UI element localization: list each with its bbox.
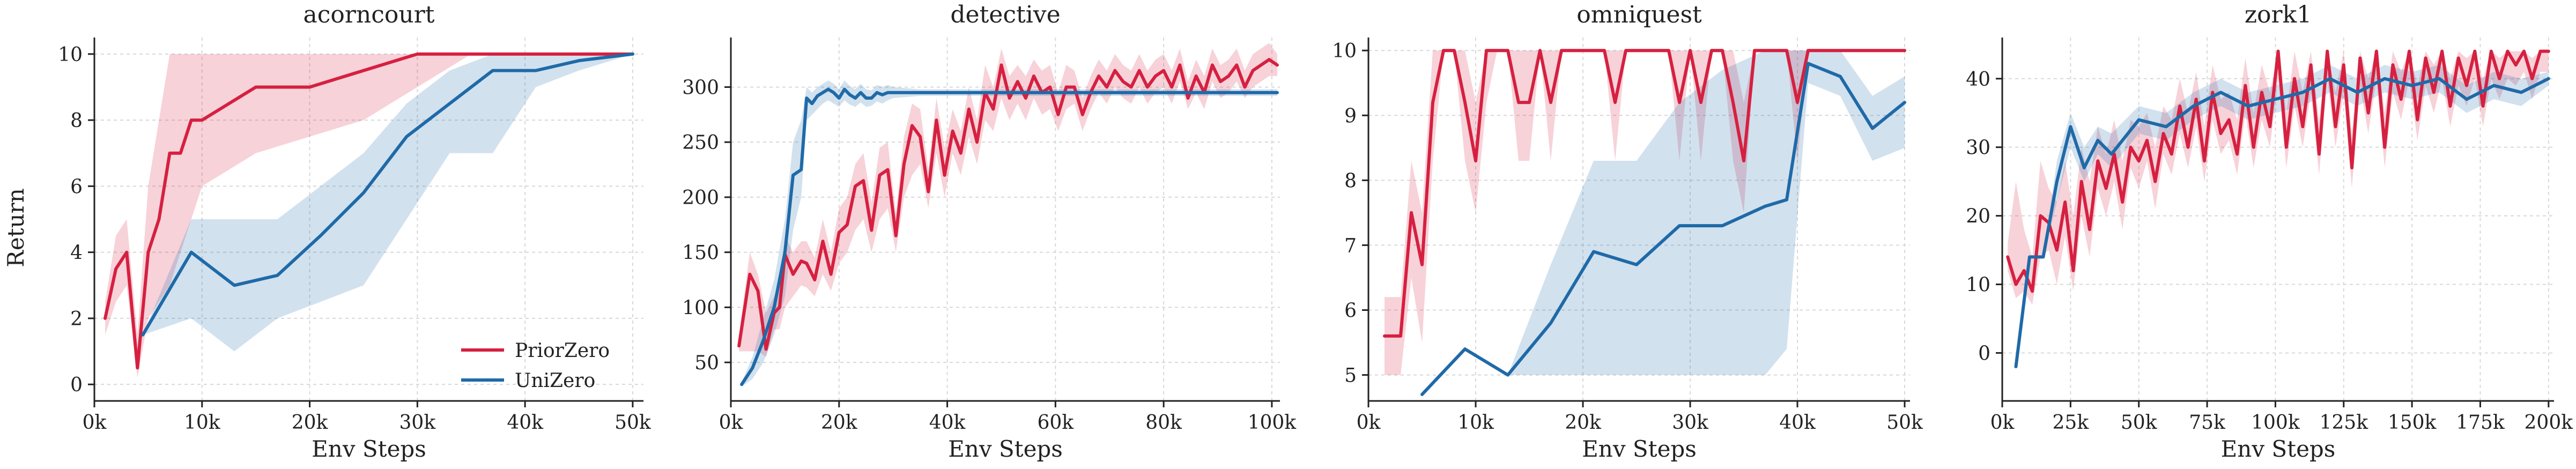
x-tick-label: 50k: [615, 412, 652, 434]
legend: PriorZero UniZero: [461, 340, 610, 392]
x-tick-label: 0k: [1357, 412, 1381, 434]
chart-panel-omniquest: 0k 10k 20k 30k 40k 50k 5 6 7 8 9 10 omniquest Env Ste…: [1332, 1, 1923, 462]
y-tick-label: 30: [1966, 137, 1990, 159]
chart-title: acorncourt: [304, 1, 435, 28]
band-PriorZero: [105, 54, 633, 378]
chart-panel-acorncourt: 0k 10k 20k 30k 40k 50k 0 2 4 6 8 10 acorncourt Env St…: [58, 1, 652, 462]
y-tick-label: 6: [1344, 300, 1357, 322]
x-tick-label: 125k: [2319, 412, 2368, 434]
x-tick-label: 20k: [292, 412, 329, 434]
y-tick-label: 6: [70, 176, 83, 198]
x-tick-label: 10k: [184, 412, 221, 434]
x-axis-label: Env Steps: [948, 436, 1063, 462]
legend-label-UniZero: UniZero: [515, 370, 595, 392]
y-tick-label: 4: [70, 242, 83, 264]
series-line-UniZero: [141, 52, 634, 337]
series-line-UniZero: [2014, 77, 2550, 369]
x-tick-label: 0k: [1990, 412, 2015, 434]
x-tick-label: 25k: [2053, 412, 2090, 434]
x-tick-label: 40k: [507, 412, 544, 434]
chart-title: zork1: [2245, 1, 2312, 28]
y-tick-label: 20: [1966, 206, 1990, 228]
x-tick-label: 30k: [1672, 412, 1709, 434]
legend-label-PriorZero: PriorZero: [515, 340, 610, 362]
series-line-PriorZero: [2006, 49, 2550, 293]
y-tick-label: 10: [1332, 40, 1357, 62]
y-tick-label: 100: [682, 297, 719, 319]
y-tick-label: 9: [1344, 105, 1357, 127]
y-tick-label: 200: [682, 187, 719, 209]
series-line-PriorZero: [1383, 49, 1906, 338]
x-tick-label: 20k: [1565, 412, 1602, 434]
x-tick-label: 175k: [2456, 412, 2505, 434]
y-tick-label: 0: [1978, 343, 1990, 364]
y-tick-label: 0: [70, 374, 83, 396]
x-tick-label: 50k: [2121, 412, 2158, 434]
x-tick-label: 40k: [1779, 412, 1816, 434]
chart-title: omniquest: [1576, 1, 1702, 28]
x-axis-label: Env Steps: [1582, 436, 1697, 462]
y-tick-label: 300: [682, 77, 719, 99]
y-axis-label: Return: [3, 188, 29, 267]
x-tick-label: 50k: [1886, 412, 1923, 434]
y-tick-label: 250: [682, 132, 719, 154]
x-tick-label: 100k: [1248, 412, 1297, 434]
y-tick-label: 8: [1344, 170, 1357, 192]
y-tick-label: 150: [682, 242, 719, 264]
x-axis-label: Env Steps: [312, 436, 426, 462]
x-tick-label: 80k: [1145, 412, 1182, 434]
series-line-UniZero: [740, 87, 1279, 386]
y-tick-label: 40: [1966, 69, 1990, 91]
band-PriorZero: [2008, 51, 2549, 305]
chart-panel-zork1: 0k 25k 50k 75k 100k 125k 150k 175k 200k 0 10 20 30 40…: [1966, 1, 2573, 462]
x-tick-label: 60k: [1038, 412, 1075, 434]
chart-panel-detective: 0k 20k 40k 60k 80k 100k 50 100 150 200 250 300 detec…: [682, 1, 1297, 462]
x-tick-label: 200k: [2525, 412, 2574, 434]
x-tick-label: 0k: [719, 412, 744, 434]
series-line-PriorZero: [103, 52, 634, 370]
y-tick-label: 5: [1344, 365, 1357, 387]
x-axis-label: Env Steps: [2221, 436, 2336, 462]
x-tick-label: 0k: [83, 412, 107, 434]
y-tick-label: 10: [1966, 274, 1990, 296]
x-tick-label: 40k: [929, 412, 966, 434]
y-tick-label: 10: [58, 44, 83, 66]
y-tick-label: 50: [694, 352, 719, 374]
series-line-UniZero: [1420, 62, 1906, 396]
x-tick-label: 100k: [2251, 412, 2300, 434]
band-UniZero: [1422, 50, 1905, 394]
band-PriorZero: [739, 43, 1277, 357]
x-tick-label: 10k: [1457, 412, 1494, 434]
y-tick-label: 2: [70, 308, 83, 330]
x-tick-label: 75k: [2189, 412, 2226, 434]
x-tick-label: 30k: [399, 412, 436, 434]
y-tick-label: 7: [1344, 235, 1357, 257]
x-tick-label: 150k: [2388, 412, 2437, 434]
band-UniZero: [2016, 65, 2549, 367]
chart-title: detective: [950, 1, 1060, 28]
y-tick-label: 8: [70, 110, 83, 132]
x-tick-label: 20k: [821, 412, 858, 434]
